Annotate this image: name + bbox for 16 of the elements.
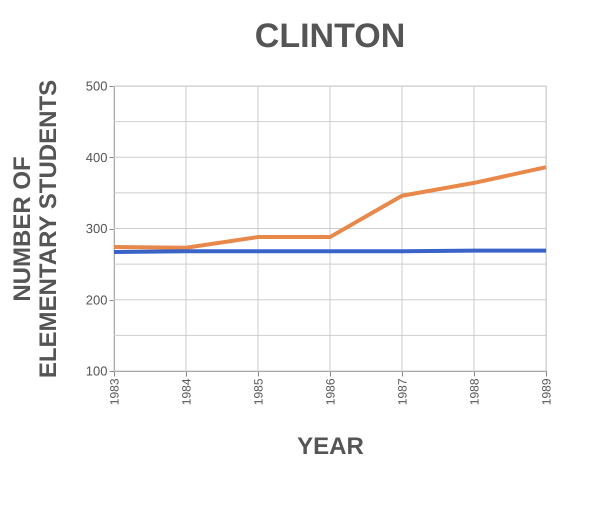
x-axis-title: YEAR	[297, 433, 364, 460]
line-series	[112, 165, 548, 250]
x-tick-label: 1989	[540, 378, 554, 406]
y-tick-label: 300	[86, 221, 108, 236]
x-tick-label: 1985	[252, 378, 266, 406]
y-tick-label: 500	[86, 78, 108, 94]
x-tick-label: 1983	[108, 378, 122, 406]
y-tick-label: 200	[86, 292, 108, 308]
x-tick-label: 1987	[396, 378, 410, 406]
y-tick-label: 400	[86, 150, 108, 165]
x-tick-label: 1986	[324, 378, 338, 406]
x-tick-label: 1988	[468, 378, 482, 406]
x-tick-label: 1984	[180, 378, 194, 406]
y-axis-title: NUMBER OF ELEMENTARY STUDENTS	[8, 80, 62, 378]
y-tick-label: 100	[86, 364, 108, 378]
chart-title: CLINTON	[254, 17, 406, 56]
